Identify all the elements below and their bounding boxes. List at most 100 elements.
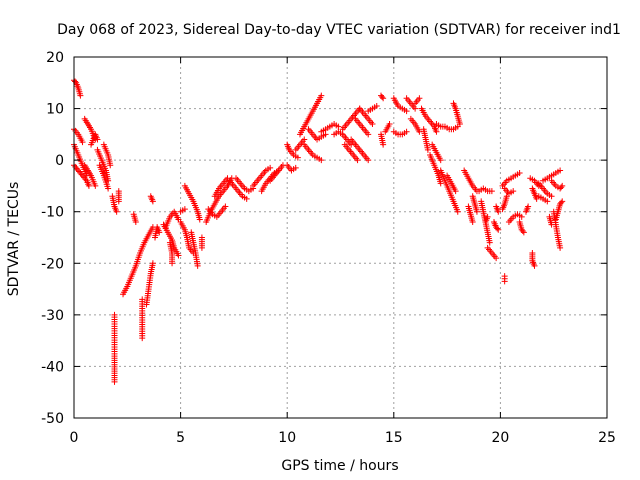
data-point	[486, 239, 493, 246]
data-point	[318, 92, 325, 99]
data-point	[454, 208, 461, 215]
x-axis-label: GPS time / hours	[281, 458, 398, 474]
data-point	[243, 195, 250, 202]
data-point	[559, 198, 566, 205]
data-point	[493, 255, 500, 262]
data-point	[501, 278, 508, 285]
data-point	[416, 95, 423, 102]
data-point	[433, 128, 440, 135]
data-point	[380, 95, 387, 102]
data-point	[85, 182, 92, 189]
data-point	[267, 164, 274, 171]
data-point	[488, 188, 495, 195]
data-point	[365, 131, 372, 138]
data-point	[456, 121, 463, 128]
data-point	[373, 102, 380, 109]
data-point	[149, 260, 156, 267]
data-point	[469, 219, 476, 226]
data-point	[169, 260, 176, 267]
data-point	[403, 128, 410, 135]
chart-title: Day 068 of 2023, Sidereal Day-to-day VTE…	[57, 22, 621, 38]
tick-labels: 0 5 10 15 20 25 -50 -40 -30 -20 -10 0 10 20	[41, 50, 616, 446]
data-point	[354, 157, 361, 164]
data-point	[380, 141, 387, 148]
data-point	[115, 198, 122, 205]
data-point	[105, 185, 112, 192]
data-point	[424, 146, 431, 153]
grid	[74, 57, 607, 418]
data-point	[94, 136, 101, 143]
data-point	[222, 203, 229, 210]
data-point	[92, 182, 99, 189]
data-point	[294, 154, 301, 161]
data-point	[558, 199, 565, 206]
data-point	[149, 198, 156, 205]
data-point	[495, 208, 502, 215]
data-point	[379, 93, 386, 100]
y-tick-label: -10	[41, 205, 64, 221]
x-tick-label: 25	[598, 430, 616, 446]
data-point	[72, 78, 79, 85]
data-point	[139, 335, 146, 342]
data-point	[548, 193, 555, 200]
x-tick-label: 10	[278, 430, 296, 446]
data-point	[412, 105, 419, 112]
data-point	[318, 157, 325, 164]
x-tick-label: 0	[70, 430, 79, 446]
data-point	[132, 219, 139, 226]
data-point	[495, 226, 502, 233]
y-tick-label: -20	[41, 256, 64, 272]
data-points	[71, 77, 566, 385]
data-point	[196, 216, 203, 223]
data-point	[335, 123, 342, 130]
data-point	[386, 121, 393, 128]
y-tick-label: 0	[55, 153, 64, 169]
y-tick-label: 10	[46, 102, 64, 118]
data-point	[107, 162, 114, 169]
axis-ticks	[73, 56, 608, 419]
data-point	[79, 139, 86, 146]
data-point	[198, 244, 205, 251]
data-point	[452, 188, 459, 195]
y-tick-label: -50	[41, 411, 64, 427]
data-point	[156, 229, 163, 236]
data-point	[518, 213, 525, 220]
data-point	[531, 262, 538, 269]
data-point	[484, 213, 491, 220]
data-point	[494, 225, 501, 232]
data-point	[292, 164, 299, 171]
data-point	[369, 121, 376, 128]
data-point	[175, 252, 182, 259]
data-point	[416, 128, 423, 135]
data-point	[403, 108, 410, 115]
data-point	[77, 92, 84, 99]
data-point	[519, 228, 526, 235]
data-point	[322, 131, 329, 138]
y-tick-label: -40	[41, 359, 64, 375]
data-point	[557, 167, 564, 174]
x-tick-label: 5	[176, 430, 185, 446]
y-tick-label: -30	[41, 308, 64, 324]
data-point	[516, 170, 523, 177]
plot-frame	[73, 56, 608, 419]
data-point	[520, 229, 527, 236]
data-point	[301, 136, 308, 143]
data-point	[559, 182, 566, 189]
data-point	[437, 180, 444, 187]
x-tick-label: 15	[385, 430, 403, 446]
data-point	[365, 157, 372, 164]
data-point	[194, 262, 201, 269]
data-point	[181, 206, 188, 213]
data-point	[544, 198, 551, 205]
data-point	[437, 157, 444, 164]
data-point	[473, 208, 480, 215]
data-point	[525, 203, 532, 210]
x-tick-label: 20	[491, 430, 509, 446]
data-point	[510, 188, 517, 195]
data-point	[113, 208, 120, 215]
y-axis-label: SDTVAR / TECUs	[6, 182, 22, 297]
data-point	[558, 184, 565, 191]
data-point	[557, 244, 564, 251]
y-tick-label: 20	[46, 50, 64, 66]
